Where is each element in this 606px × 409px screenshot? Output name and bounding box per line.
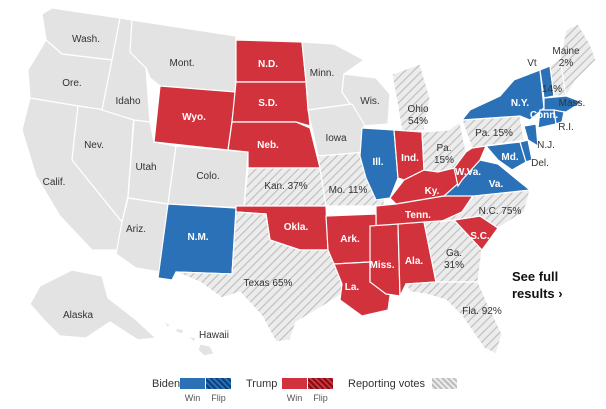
label-minn: Minn. <box>310 68 334 79</box>
label-la: La. <box>345 282 360 293</box>
label-conn: Conn. <box>530 110 559 121</box>
state-sd[interactable] <box>231 81 311 127</box>
label-ariz: Ariz. <box>126 224 146 235</box>
label-calif: Calif. <box>43 177 66 188</box>
legend-trump-win-label: Win <box>286 393 303 403</box>
label-nd: N.D. <box>258 59 278 70</box>
label-nev: Nev. <box>84 140 104 151</box>
state-mich[interactable] <box>391 63 431 133</box>
label-utah: Utah <box>135 162 156 173</box>
label-nj: N.J. <box>537 140 555 151</box>
state-mass[interactable] <box>543 95 584 113</box>
legend-biden-flip-label: Flip <box>211 393 226 403</box>
label-maine: Maine <box>552 46 580 57</box>
state-del[interactable] <box>519 139 533 163</box>
label-sc: S.C. <box>470 231 490 242</box>
label-texas: Texas 65% <box>244 278 293 289</box>
label-mass: Mass. <box>559 98 586 109</box>
state-hawaii[interactable] <box>162 320 215 357</box>
label-ny: N.Y. <box>511 98 530 109</box>
legend-reporting-label: Reporting votes <box>348 378 426 390</box>
legend-biden-win-swatch <box>180 378 205 389</box>
label-ga: Ga. <box>446 248 462 259</box>
label-md: Md. <box>501 152 518 163</box>
label-wis: Wis. <box>360 96 379 107</box>
label-sd: S.D. <box>258 98 278 109</box>
legend-biden-win-label: Win <box>184 393 201 403</box>
label-ark: Ark. <box>340 234 360 245</box>
label-ohio-pct: 15% <box>434 155 454 166</box>
label-tenn: Tenn. <box>405 210 431 221</box>
label-mo: Mo. 11% <box>329 185 368 196</box>
state-nj[interactable] <box>523 123 539 148</box>
label-mich: Ohio <box>407 104 429 115</box>
legend-trump-flip-swatch <box>308 378 333 389</box>
state-wis[interactable] <box>341 73 391 127</box>
label-pa: Pa. 15% <box>475 128 513 139</box>
label-vt: Vt <box>527 58 537 69</box>
label-ill: Ill. <box>372 157 383 168</box>
legend-trump-win-swatch <box>282 378 307 389</box>
label-nm: N.M. <box>187 232 208 243</box>
label-nc: N.C. 75% <box>479 206 522 217</box>
state-ri[interactable] <box>553 109 565 125</box>
state-wva[interactable] <box>453 145 487 188</box>
legend-biden-flip-swatch <box>206 378 231 389</box>
legend-trump-flip-label: Flip <box>313 393 328 403</box>
label-ri: R.I. <box>558 122 574 133</box>
label-ky: Ky. <box>425 186 440 197</box>
label-iowa: Iowa <box>325 133 347 144</box>
label-neb: Neb. <box>257 140 279 151</box>
legend-trump-label: Trump <box>246 378 278 390</box>
label-mont: Mont. <box>169 58 194 69</box>
label-maine-pct: 2% <box>559 58 574 69</box>
label-ga-pct: 31% <box>444 260 464 271</box>
label-wva: W.Va. <box>455 167 481 178</box>
see-full-line2: results › <box>512 286 563 301</box>
label-del: Del. <box>531 158 549 169</box>
label-ore: Ore. <box>62 78 81 89</box>
state-nc[interactable] <box>439 189 531 229</box>
label-okla: Okla. <box>284 222 309 233</box>
label-nh-pct: 14% <box>542 84 562 95</box>
label-idaho: Idaho <box>115 96 140 107</box>
label-mich-pct: 54% <box>408 116 428 127</box>
state-miss[interactable] <box>369 223 401 297</box>
label-wash: Wash. <box>72 34 100 45</box>
legend-reporting-swatch <box>432 378 457 389</box>
label-kan: Kan. 37% <box>264 181 307 192</box>
see-full-line1: See full <box>512 269 559 284</box>
legend: Biden Win Flip Trump Win Flip Reporting … <box>0 372 606 409</box>
label-wyo: Wyo. <box>182 112 206 123</box>
state-alaska[interactable] <box>29 269 158 341</box>
state-fla[interactable] <box>405 281 503 355</box>
legend-biden-label: Biden <box>152 378 181 390</box>
label-hawaii: Hawaii <box>199 330 229 341</box>
label-va: Va. <box>489 179 504 190</box>
label-colo: Colo. <box>196 171 219 182</box>
label-ohio: Pa. <box>436 143 451 154</box>
label-ala: Ala. <box>405 256 424 267</box>
see-full-results-link[interactable]: See full results › <box>512 268 563 302</box>
label-miss: Miss. <box>369 260 394 271</box>
state-texas[interactable] <box>175 211 343 343</box>
state-md[interactable] <box>484 141 527 171</box>
label-fla: Fla. 92% <box>462 306 502 317</box>
label-ind: Ind. <box>401 153 419 164</box>
label-alaska: Alaska <box>63 310 93 321</box>
state-maine[interactable] <box>559 23 597 98</box>
